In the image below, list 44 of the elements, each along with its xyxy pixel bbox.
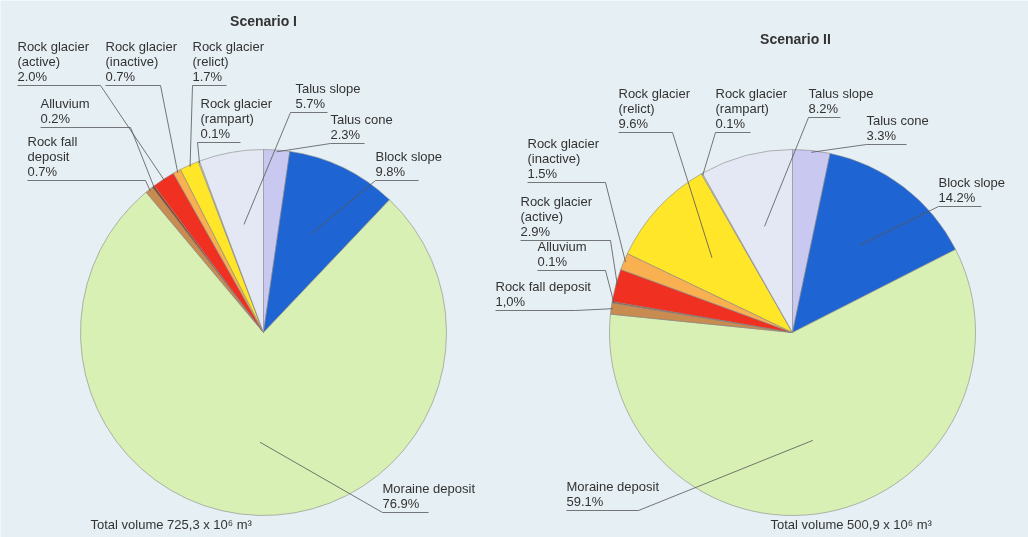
data-label: 0.2% [40,110,71,126]
data-label: 9.6% [618,115,649,131]
slice-label: Block slope [938,174,1005,190]
data-label: 0.7% [27,163,58,179]
data-label: 14.2% [938,189,976,205]
slice-label: Rock glacier (rampart) [200,95,273,126]
slice-label: Talus cone [866,112,929,128]
slice-label: Rock glacier (inactive) [105,38,178,69]
data-label: 9.8% [375,163,406,179]
slice-label: Rock glacier (rampart) [715,85,788,116]
data-label: 2.3% [330,126,361,142]
data-label: 1.5% [527,165,558,181]
data-label: 59.1% [566,493,604,509]
data-label: 0.1% [715,115,746,131]
data-label: 1.7% [192,68,223,84]
data-label: 3.3% [866,127,897,143]
data-label: 76.9% [382,495,420,511]
text: Total volume 500,9 x 10⁶ m³ [770,516,933,532]
data-label: 0.1% [537,253,568,269]
slice-label: Talus cone [330,111,393,127]
chart-title: Scenario II [760,30,831,47]
data-label: 1,0% [495,293,526,309]
data-label: 5.7% [295,95,326,111]
data-label: 8.2% [808,100,839,116]
slice-label: Moraine deposit [382,480,476,496]
slice-label: Rock glacier (relict) [618,85,691,116]
data-label: 0.1% [200,125,231,141]
slice-label: Rock glacier (inactive) [527,135,600,166]
slice-label: Rock fall deposit [27,133,78,164]
data-label: 0.7% [105,68,136,84]
slice-label: Rock fall deposit [495,278,592,294]
text: Total volume 725,3 x 10⁶ m³ [90,516,253,532]
slice-label: Rock glacier (relict) [192,38,265,69]
slice-label: Rock glacier (active) [520,193,593,224]
chart-title: Scenario I [230,12,297,29]
slice-label: Talus slope [808,85,874,101]
data-label: 2.0% [17,68,48,84]
slice-label: Talus slope [295,80,361,96]
slice-label: Moraine deposit [566,478,660,494]
slice-label: Alluvium [537,238,587,254]
slice-label: Block slope [375,148,442,164]
slice-label: Alluvium [40,95,90,111]
data-label: 2.9% [520,223,551,239]
slice-label: Rock glacier (active) [17,38,90,69]
